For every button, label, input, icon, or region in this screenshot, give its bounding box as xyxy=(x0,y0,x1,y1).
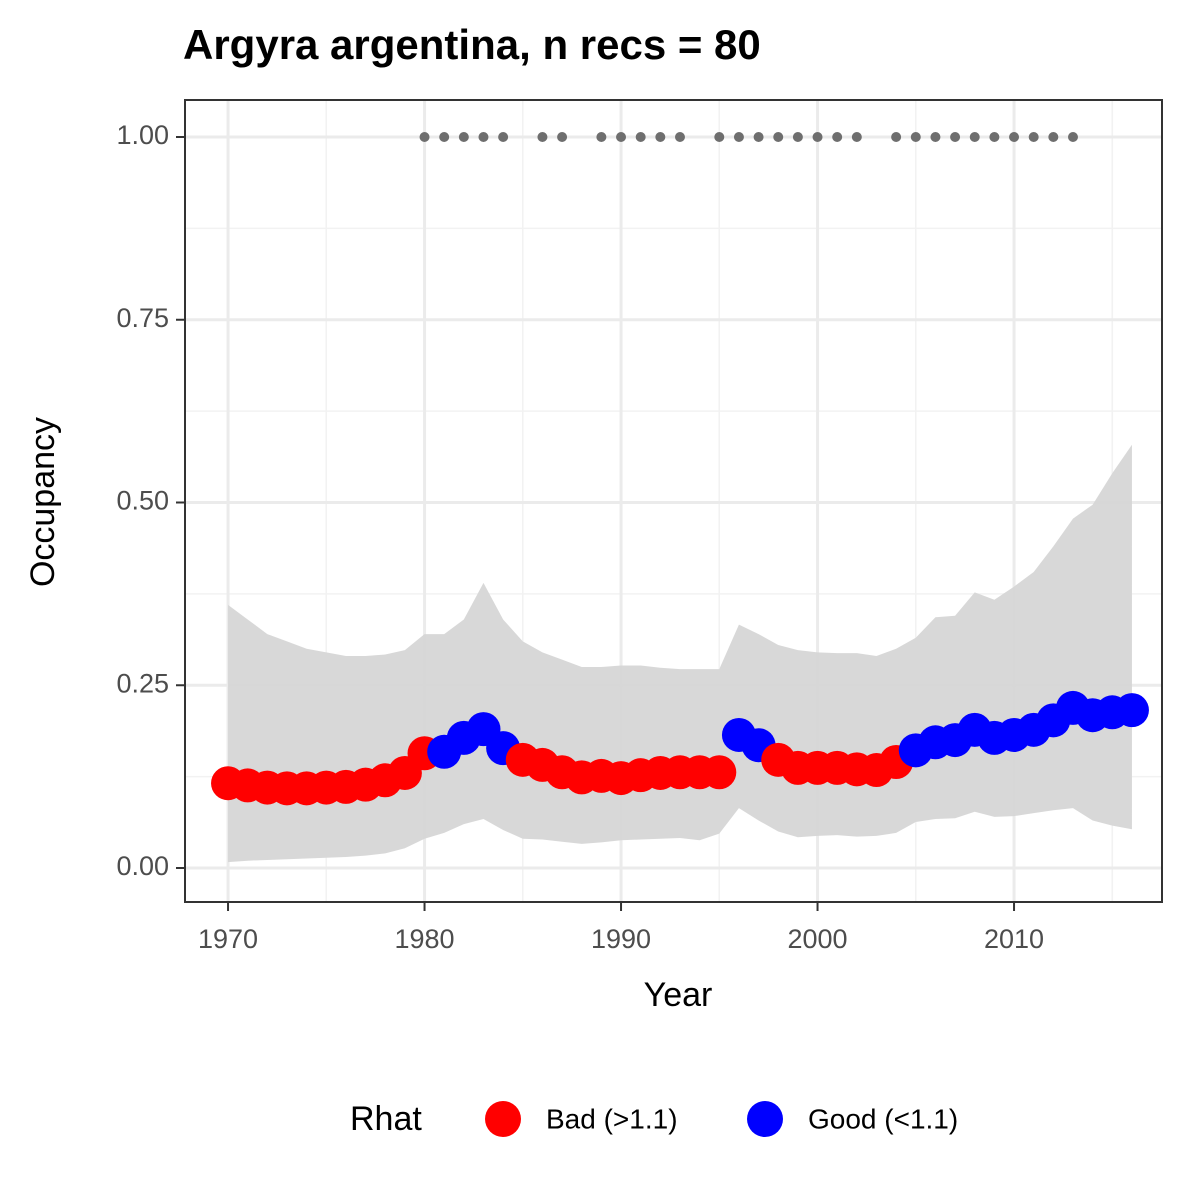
record-dot xyxy=(773,131,784,142)
legend-title: Rhat xyxy=(350,1100,422,1138)
record-dot xyxy=(478,131,489,142)
record-dot xyxy=(419,131,430,142)
record-dot xyxy=(851,131,862,142)
y-axis-label: Occupancy xyxy=(24,417,62,587)
legend-marker xyxy=(747,1101,783,1137)
x-tick-label: 2000 xyxy=(787,924,847,954)
record-dot xyxy=(753,131,764,142)
x-tick-label: 1990 xyxy=(591,924,651,954)
record-dot xyxy=(714,131,725,142)
record-dot xyxy=(458,131,469,142)
legend-label: Bad (>1.1) xyxy=(546,1103,678,1134)
record-dot xyxy=(616,131,627,142)
x-axis-label: Year xyxy=(644,976,713,1014)
point xyxy=(702,755,737,790)
record-dot xyxy=(537,131,548,142)
legend-label: Good (<1.1) xyxy=(808,1103,958,1134)
x-tick-label: 2010 xyxy=(984,924,1044,954)
record-dot xyxy=(812,131,823,142)
y-tick-label: 0.25 xyxy=(116,668,169,698)
record-dot xyxy=(832,131,843,142)
chart-title: Argyra argentina, n recs = 80 xyxy=(183,21,761,68)
record-dot xyxy=(1028,131,1039,142)
y-tick-label: 0.00 xyxy=(116,851,169,881)
x-tick-label: 1980 xyxy=(394,924,454,954)
record-dot xyxy=(930,131,941,142)
x-tick-label: 1970 xyxy=(198,924,258,954)
point xyxy=(1114,693,1149,728)
record-dot xyxy=(950,131,961,142)
y-tick-label: 0.50 xyxy=(116,486,169,516)
record-dot xyxy=(498,131,509,142)
record-dot xyxy=(1067,131,1078,142)
record-dot xyxy=(969,131,980,142)
record-dot xyxy=(557,131,568,142)
record-dot xyxy=(655,131,666,142)
record-dot xyxy=(596,131,607,142)
record-dot xyxy=(733,131,744,142)
plot-border xyxy=(184,99,1163,903)
record-dot xyxy=(674,131,685,142)
record-dot xyxy=(891,131,902,142)
record-dot xyxy=(910,131,921,142)
record-dot xyxy=(1048,131,1059,142)
legend-marker xyxy=(485,1101,521,1137)
record-dot xyxy=(1009,131,1020,142)
y-tick-label: 1.00 xyxy=(116,120,169,150)
y-tick-label: 0.75 xyxy=(116,303,169,333)
record-dot xyxy=(989,131,1000,142)
record-dot xyxy=(635,131,646,142)
record-dot xyxy=(439,131,450,142)
record-dot xyxy=(792,131,803,142)
